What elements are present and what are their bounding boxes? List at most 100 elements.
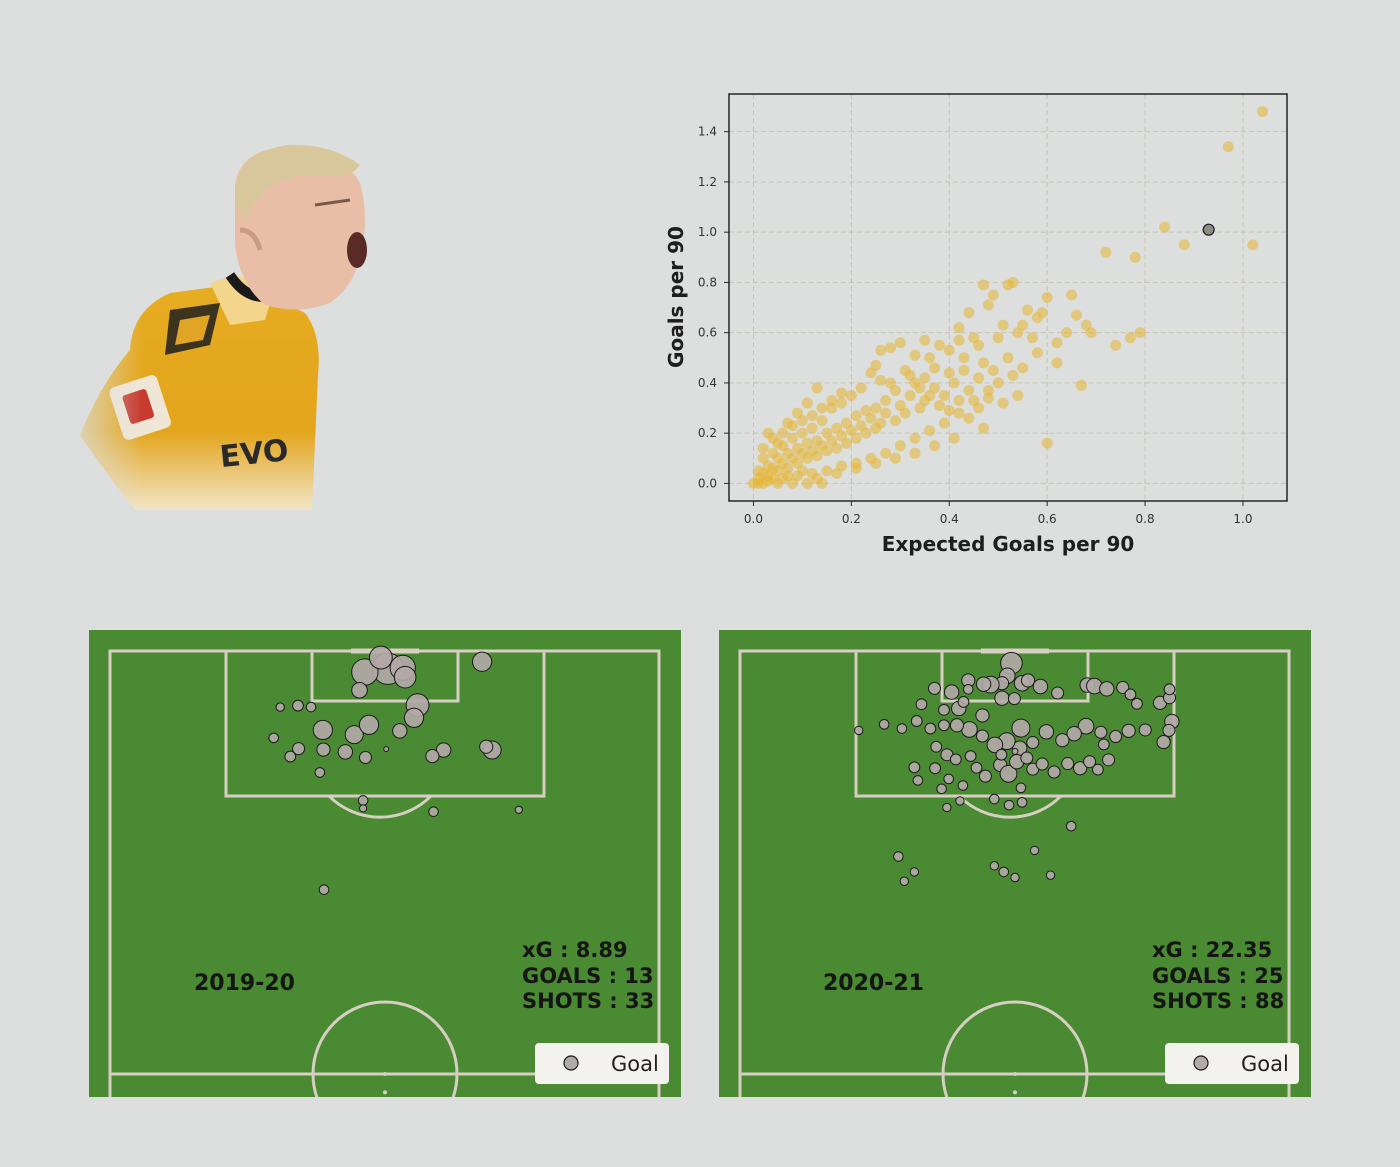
player-point xyxy=(889,384,901,396)
player-point xyxy=(1002,352,1014,364)
shot-marker xyxy=(930,740,943,753)
shot-marker xyxy=(358,804,368,813)
shot-marker xyxy=(351,681,368,699)
shot-marker xyxy=(275,702,285,712)
shot-marker xyxy=(337,744,354,760)
player-point xyxy=(855,382,867,394)
shots-stat: SHOTS : 33 xyxy=(522,989,654,1013)
shot-marker xyxy=(1109,729,1123,743)
shot-marker xyxy=(938,719,950,732)
shot-marker xyxy=(316,742,331,757)
shot-marker xyxy=(915,698,928,711)
shot-marker xyxy=(929,762,941,775)
y-tick-label: 0.4 xyxy=(698,376,717,390)
player-point xyxy=(880,407,892,419)
shot-marker xyxy=(1047,765,1061,779)
player-point xyxy=(987,289,999,301)
shot-marker xyxy=(1156,734,1171,750)
xg-scatter-chart: 0.0 0.2 0.4 0.6 0.8 1.0 0.0 0.2 0.4 0.6 0.8 1.0 1.2 1… xyxy=(664,93,1288,556)
player-point xyxy=(1178,239,1190,251)
player-point xyxy=(929,362,941,374)
shot-marker xyxy=(471,651,493,672)
player-point xyxy=(978,357,990,369)
shot-marker xyxy=(403,707,425,728)
shot-marker xyxy=(1066,725,1082,742)
shot-marker xyxy=(949,753,962,766)
player-point xyxy=(987,364,999,376)
player-point xyxy=(924,352,936,364)
player-point xyxy=(1022,304,1034,316)
player-point xyxy=(953,407,965,419)
player-point xyxy=(914,402,926,414)
shot-marker xyxy=(938,703,950,716)
player-point xyxy=(865,367,877,379)
goals-stat: GOALS : 13 xyxy=(522,964,654,988)
goals-stat: GOALS : 25 xyxy=(1152,964,1284,988)
player-point xyxy=(894,440,906,452)
player-point xyxy=(933,400,945,412)
player-point xyxy=(982,392,994,404)
xg-stat: xG : 8.89 xyxy=(522,938,628,962)
highlight-player-point xyxy=(1202,223,1215,236)
player-point xyxy=(885,342,897,354)
player-point xyxy=(792,442,804,454)
shot-marker xyxy=(1029,845,1040,856)
player-point xyxy=(801,437,813,449)
player-point xyxy=(811,435,823,447)
shot-marker xyxy=(357,795,369,806)
player-point xyxy=(855,420,867,432)
player-point xyxy=(1222,141,1234,153)
shot-map-2020-21: 2020-21 xG : 22.35 GOALS : 25 SHOTS : 88… xyxy=(719,630,1311,1097)
shot-marker xyxy=(1121,723,1136,738)
player-point xyxy=(757,442,769,454)
player-point xyxy=(816,415,828,427)
player-point xyxy=(831,467,843,479)
x-axis-label: Expected Goals per 90 xyxy=(882,532,1135,556)
player-point xyxy=(850,410,862,422)
y-tick-label: 0.8 xyxy=(698,275,717,289)
legend-label: Goal xyxy=(611,1052,659,1076)
player-point xyxy=(840,417,852,429)
player-point xyxy=(1129,251,1141,263)
player-point xyxy=(1124,332,1136,344)
player-point xyxy=(816,402,828,414)
y-tick-label: 0.6 xyxy=(698,326,717,340)
shot-marker xyxy=(344,725,364,745)
axis-ticks: 0.0 0.2 0.4 0.6 0.8 1.0 0.0 0.2 0.4 0.6 0.8 1.0 1.2 1… xyxy=(698,125,1253,526)
shot-marker xyxy=(899,876,909,886)
y-tick-label: 0.2 xyxy=(698,426,717,440)
player-point xyxy=(943,344,955,356)
player-point xyxy=(948,432,960,444)
shot-marker xyxy=(986,736,1004,754)
player-point xyxy=(1041,292,1053,303)
shot-marker xyxy=(943,773,954,785)
player-point xyxy=(924,425,936,437)
player-point xyxy=(821,427,833,439)
player-point xyxy=(978,279,990,291)
shot-marker xyxy=(268,732,280,744)
player-point xyxy=(767,432,779,444)
shot-marker xyxy=(1162,723,1176,737)
player-point xyxy=(1110,339,1122,351)
player-point xyxy=(992,377,1004,389)
legend-label: Goal xyxy=(1241,1052,1289,1076)
player-point xyxy=(938,389,950,401)
shot-marker xyxy=(1026,736,1040,750)
player-point xyxy=(787,420,799,432)
pitch-background xyxy=(719,630,1311,1097)
player-point xyxy=(782,447,794,459)
player-point xyxy=(880,447,892,459)
shot-marker xyxy=(998,866,1010,878)
player-point xyxy=(914,382,926,394)
shot-marker xyxy=(1020,673,1036,688)
player-point xyxy=(801,397,813,409)
shots-stat: SHOTS : 88 xyxy=(1152,989,1284,1013)
shot-markers xyxy=(854,651,1180,1095)
shot-marker xyxy=(912,775,924,786)
player-point xyxy=(1159,221,1171,233)
shot-marker xyxy=(1065,820,1077,832)
player-point xyxy=(958,364,970,376)
player-point xyxy=(948,377,960,389)
player-point xyxy=(836,387,848,399)
y-tick-label: 1.0 xyxy=(698,225,717,239)
